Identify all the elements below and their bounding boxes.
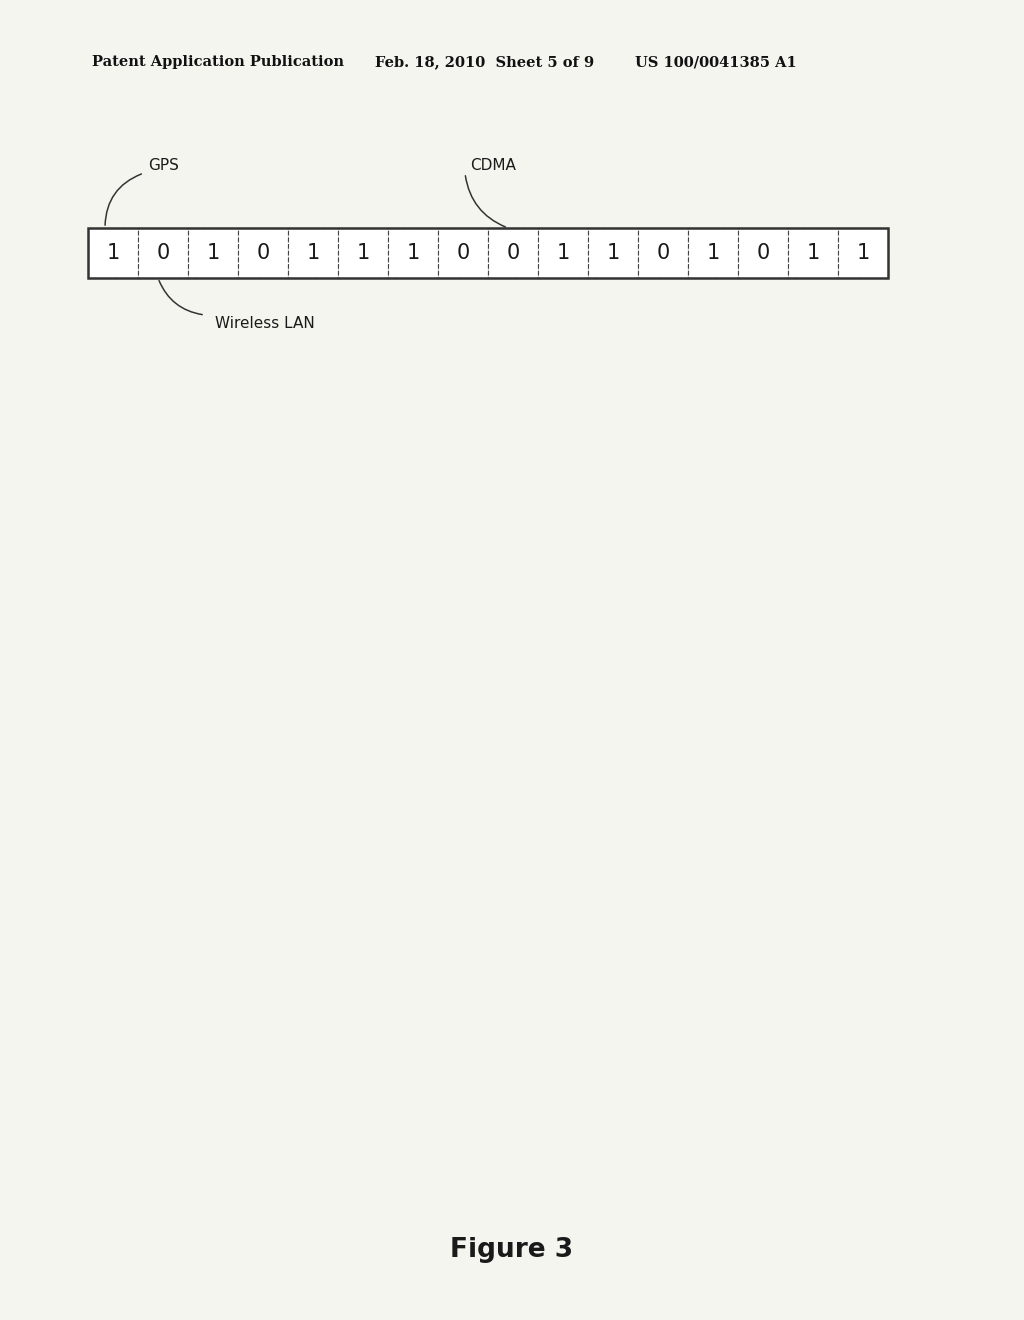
Text: 0: 0: [256, 243, 269, 263]
Text: Feb. 18, 2010  Sheet 5 of 9: Feb. 18, 2010 Sheet 5 of 9: [375, 55, 594, 69]
Text: 0: 0: [157, 243, 170, 263]
Text: US 100/0041385 A1: US 100/0041385 A1: [635, 55, 797, 69]
Text: 0: 0: [656, 243, 670, 263]
Text: 0: 0: [457, 243, 470, 263]
Text: Wireless LAN: Wireless LAN: [215, 315, 314, 330]
Bar: [738, 228, 788, 279]
Bar: [388, 228, 438, 279]
Bar: [488, 228, 538, 279]
Bar: [688, 228, 738, 279]
Text: 1: 1: [106, 243, 120, 263]
Text: 0: 0: [507, 243, 519, 263]
Text: 1: 1: [707, 243, 720, 263]
Text: CDMA: CDMA: [470, 157, 516, 173]
Bar: [288, 228, 338, 279]
Bar: [138, 228, 188, 279]
Bar: [338, 228, 388, 279]
Text: Figure 3: Figure 3: [451, 1237, 573, 1263]
Text: 1: 1: [356, 243, 370, 263]
Bar: [788, 228, 838, 279]
Bar: [588, 228, 638, 279]
Text: GPS: GPS: [148, 157, 179, 173]
Text: 1: 1: [407, 243, 420, 263]
Text: Patent Application Publication: Patent Application Publication: [92, 55, 344, 69]
Bar: [88, 228, 138, 279]
Bar: [238, 228, 288, 279]
Text: 1: 1: [856, 243, 869, 263]
Bar: [88, 228, 888, 279]
Text: 1: 1: [556, 243, 569, 263]
Bar: [438, 228, 488, 279]
Bar: [538, 228, 588, 279]
Bar: [838, 228, 888, 279]
Text: 1: 1: [306, 243, 319, 263]
Text: 1: 1: [606, 243, 620, 263]
Bar: [188, 228, 238, 279]
Text: 1: 1: [207, 243, 219, 263]
Bar: [638, 228, 688, 279]
Text: 0: 0: [757, 243, 770, 263]
Text: 1: 1: [806, 243, 819, 263]
